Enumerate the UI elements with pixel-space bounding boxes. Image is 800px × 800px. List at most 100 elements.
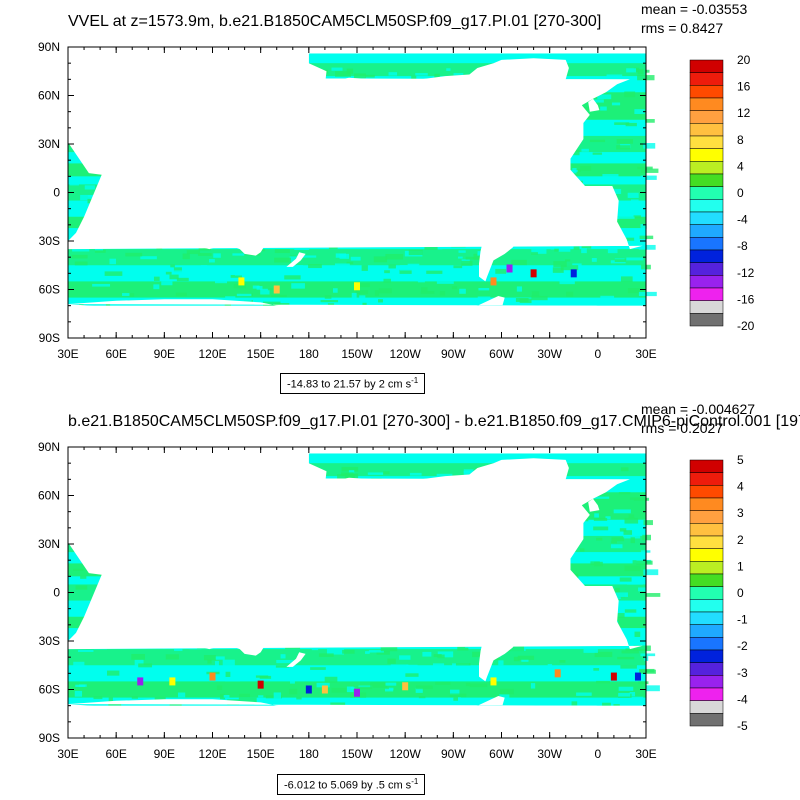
texture-patch (579, 548, 585, 552)
lat-tick-label: 60N (38, 89, 60, 103)
lon-tick-label: 30E (57, 747, 78, 761)
colorbar-box (689, 535, 724, 549)
texture-patch (361, 265, 368, 271)
texture-patch (165, 654, 179, 660)
texture-patch (122, 293, 130, 296)
land-madagascar (90, 211, 101, 233)
texture-patch (451, 286, 458, 290)
texture-patch (639, 669, 656, 674)
texture-patch (614, 596, 621, 600)
colorbar-label: -8 (737, 239, 748, 253)
hotspot-mark (238, 277, 245, 286)
texture-patch (559, 279, 575, 285)
texture-patch (453, 695, 459, 701)
texture-patch (643, 143, 656, 149)
land-maritime (172, 581, 261, 609)
texture-patch (353, 73, 366, 79)
mean-stat: mean = -0.004627 (641, 401, 755, 417)
texture-patch (161, 281, 173, 286)
texture-patch (84, 185, 95, 190)
texture-patch (477, 253, 482, 256)
land-new-zealand (286, 252, 306, 267)
texture-patch (531, 252, 538, 255)
texture-patch (92, 283, 111, 287)
texture-patch (384, 688, 394, 692)
texture-patch (645, 685, 660, 692)
lon-tick-label: 30E (57, 347, 78, 361)
colorbar-box (689, 249, 724, 263)
texture-patch (73, 661, 85, 667)
texture-patch (310, 667, 326, 670)
texture-patch (165, 271, 172, 275)
lat-tick-label: 90S (39, 731, 60, 745)
texture-patch (624, 565, 641, 572)
colorbar-box (689, 523, 724, 537)
texture-patch (446, 68, 451, 71)
texture-patch (252, 285, 260, 289)
texture-patch (415, 687, 423, 693)
texture-patch (600, 295, 615, 299)
texture-patch (591, 257, 597, 262)
texture-patch (616, 613, 625, 618)
land-australia (202, 210, 266, 256)
texture-patch (324, 676, 338, 683)
colorbar-box (689, 548, 724, 562)
texture-patch (69, 181, 79, 186)
texture-patch (498, 660, 504, 666)
texture-patch (334, 263, 350, 266)
texture-patch (517, 655, 535, 660)
texture-patch (410, 700, 416, 705)
hotspot-mark (554, 669, 561, 678)
texture-patch (225, 677, 240, 682)
texture-patch (601, 180, 616, 184)
texture-patch (618, 692, 631, 697)
texture-patch (589, 139, 606, 143)
texture-patch (216, 685, 223, 690)
texture-patch (382, 665, 393, 671)
colorbar-box (689, 459, 724, 473)
texture-patch (600, 106, 607, 111)
texture-patch (620, 665, 637, 669)
texture-patch (459, 288, 466, 294)
texture-patch (575, 169, 581, 172)
texture-patch (367, 472, 384, 475)
texture-patch (645, 119, 655, 123)
colorbar-label: 5 (737, 453, 744, 467)
colorbar-box (689, 675, 724, 689)
texture-patch (511, 259, 527, 266)
texture-patch (290, 679, 295, 684)
texture-patch (421, 287, 428, 292)
texture-patch (296, 696, 302, 700)
texture-patch (592, 674, 598, 678)
texture-patch (587, 269, 602, 273)
texture-patch (499, 688, 514, 695)
hotspots (238, 264, 577, 294)
land-japan (228, 119, 248, 143)
texture-patch (645, 593, 661, 597)
texture-patch (326, 273, 336, 277)
lat-tick-label: 0 (53, 186, 60, 200)
texture-patch (253, 270, 262, 274)
colorbar-label: -2 (737, 639, 748, 653)
texture-patch (341, 466, 359, 472)
texture-patch (331, 67, 343, 71)
texture-patch (437, 651, 454, 658)
hotspot-mark (354, 282, 360, 291)
texture-patch (531, 295, 548, 301)
texture-patch (289, 688, 298, 695)
texture-patch (457, 256, 463, 259)
texture-patch (301, 255, 317, 258)
hotspot-mark (506, 264, 513, 273)
colorbar-box (689, 485, 724, 499)
texture-patch (436, 281, 454, 284)
colorbar-label: -4 (737, 213, 748, 227)
colorbar-box (689, 313, 724, 327)
texture-patch (407, 263, 420, 270)
texture-patch (610, 544, 623, 549)
lat-tick-label: 30S (39, 634, 60, 648)
texture-patch (332, 288, 338, 293)
texture-patch (406, 664, 418, 668)
texture-patch (607, 248, 618, 254)
texture-patch (390, 664, 409, 670)
texture-patch (411, 75, 417, 80)
